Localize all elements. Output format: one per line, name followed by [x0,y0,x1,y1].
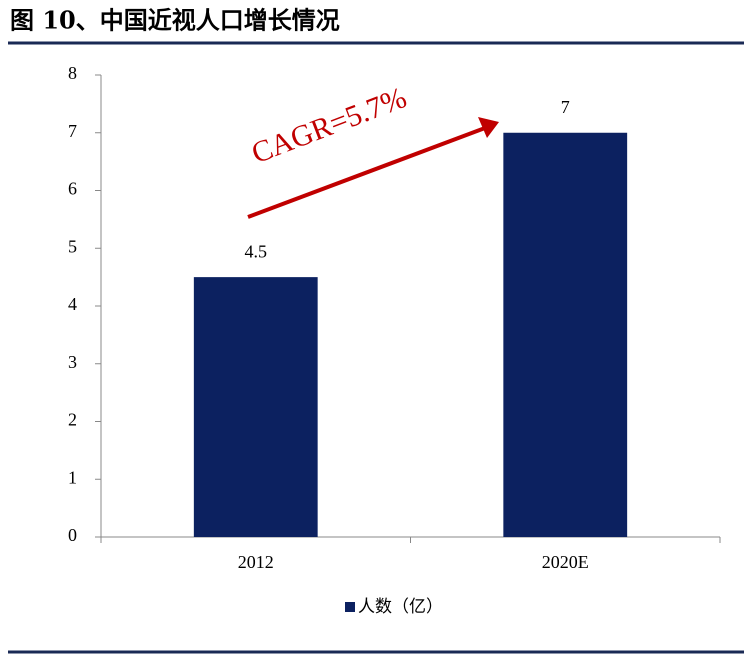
y-tick-label: 5 [68,236,77,256]
y-tick-label: 0 [68,525,77,545]
y-tick-label: 2 [68,410,77,430]
annotation-arrowhead [478,117,499,138]
x-tick-label: 2012 [238,552,274,572]
annotation-arrow [247,126,486,219]
legend-label: 人数（亿） [358,597,443,617]
y-tick-label: 3 [68,352,77,372]
annotation: CAGR=5.7% [247,81,411,170]
y-tick-label: 6 [68,179,77,199]
chart-title: 图 10、中国近视人口增长情况 [10,6,340,35]
value-label: 7 [561,97,570,117]
bar [193,277,318,537]
value-label: 4.5 [245,241,268,261]
bar [503,132,628,537]
x-tick-label: 2020E [542,552,589,572]
y-tick-label: 4 [68,294,77,314]
y-tick-label: 8 [68,63,77,83]
y-tick-label: 7 [68,121,77,141]
legend-swatch [345,602,355,612]
y-tick-label: 1 [68,467,77,487]
